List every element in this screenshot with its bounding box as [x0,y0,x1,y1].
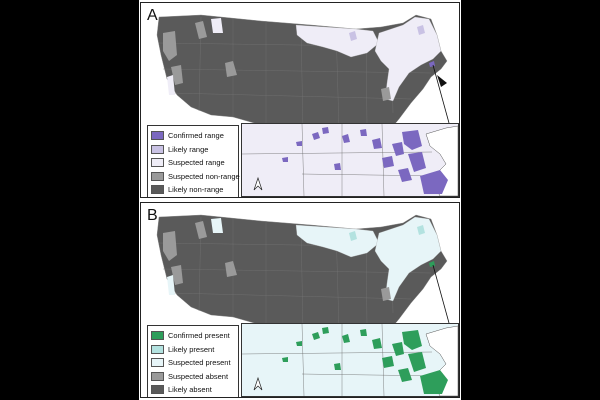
legend-swatch [151,158,164,168]
legend-item: Suspected non-range [151,170,240,184]
inset-map-b [241,323,459,397]
legend-swatch [151,144,164,154]
north-arrow-icon [253,176,263,191]
legend-label: Likely present [168,344,215,354]
us-map-b [156,214,450,332]
legend-item: Suspected present [151,356,235,370]
panel-letter: B [147,207,158,224]
legend-label: Suspected non-range [168,171,240,181]
legend-swatch [151,385,164,395]
figure: A Confirmed range Likely range Suspected… [139,0,461,400]
inset-map-a [241,123,459,197]
legend-label: Confirmed present [168,331,230,341]
legend-swatch [151,371,164,381]
us-map-a [156,14,450,132]
legend-label: Likely non-range [168,185,224,195]
legend-item: Likely absent [151,383,235,397]
legend-b: Confirmed present Likely present Suspect… [147,325,239,397]
legend-swatch [151,171,164,181]
legend-label: Confirmed range [168,131,224,141]
legend-label: Likely range [168,144,209,154]
panel-b: B Confirmed present Likely present Suspe… [140,202,460,398]
legend-item: Likely range [151,143,235,157]
legend-item: Confirmed present [151,329,235,343]
legend-label: Likely absent [168,385,212,395]
legend-swatch [151,131,164,141]
triangle-pointer-icon [437,75,447,87]
legend-label: Suspected range [168,158,225,168]
panel-a: A Confirmed range Likely range Suspected… [140,2,460,198]
legend-label: Suspected present [168,358,231,368]
panel-letter: A [147,7,158,24]
legend-a: Confirmed range Likely range Suspected r… [147,125,240,197]
legend-swatch [151,331,164,341]
legend-item: Likely non-range [151,183,235,197]
legend-item: Suspected range [151,156,235,170]
legend-swatch [151,185,164,195]
north-arrow-icon [253,376,263,391]
legend-swatch [151,358,164,368]
legend-item: Suspected absent [151,370,235,384]
legend-swatch [151,344,164,354]
legend-item: Confirmed range [151,129,235,143]
legend-label: Suspected absent [168,371,229,381]
legend-item: Likely present [151,343,235,357]
